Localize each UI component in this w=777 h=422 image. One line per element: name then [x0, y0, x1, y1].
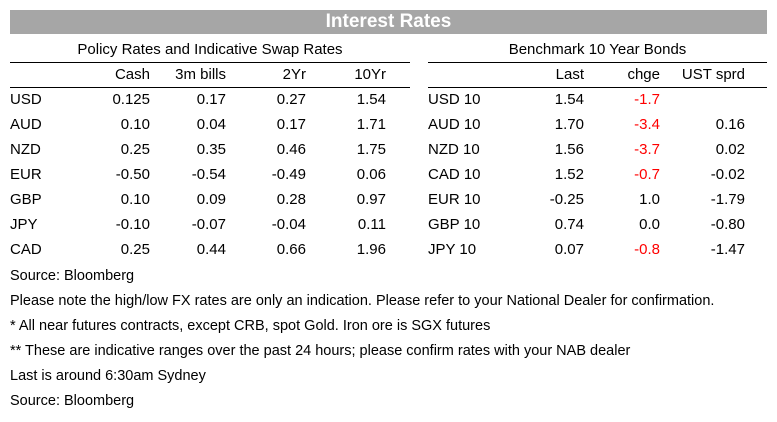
currency-label: USD	[10, 91, 42, 108]
rate-cell: 0.10	[120, 116, 150, 133]
bond-sprd-cell: 0.16	[715, 116, 745, 133]
page-title: Interest Rates	[10, 10, 767, 34]
bond-sprd-cell	[665, 90, 745, 110]
bond-last-cell: 1.70	[554, 116, 584, 133]
bond-label: USD 10	[428, 91, 481, 108]
bond-chge-cell: 1.0	[639, 191, 660, 208]
bond-label: EUR 10	[428, 191, 481, 208]
bond-last-cell: 1.52	[554, 166, 584, 183]
rate-cell: 0.17	[196, 91, 226, 108]
rate-cell: -0.07	[191, 216, 226, 233]
footnote-line: ** These are indicative ranges over the …	[10, 343, 631, 359]
bond-last-cell: 0.74	[554, 216, 584, 233]
bond-column-header: chge	[627, 66, 660, 83]
footnote-line: Please note the high/low FX rates are on…	[10, 293, 715, 309]
footnote-line: Source: Bloomberg	[10, 393, 135, 409]
rate-cell: 0.125	[112, 91, 150, 108]
bond-sprd-cell: -0.02	[710, 166, 745, 183]
rate-cell: 0.06	[356, 166, 386, 183]
currency-label: CAD	[10, 241, 42, 258]
bond-chge-cell: -1.7	[634, 91, 660, 108]
bond-chge-cell: 0.0	[639, 216, 660, 233]
bond-label: GBP 10	[428, 216, 481, 233]
rate-cell: 0.17	[276, 116, 306, 133]
rate-cell: -0.10	[115, 216, 150, 233]
currency-label: EUR	[10, 166, 42, 183]
bond-chge-cell: -0.8	[634, 241, 660, 258]
currency-label: AUD	[10, 116, 42, 133]
rate-cell: 0.25	[120, 241, 150, 258]
policy-column-header: 2Yr	[282, 66, 306, 83]
rate-cell: 0.11	[357, 216, 386, 233]
bond-chge-cell: -3.4	[634, 116, 660, 133]
rate-cell: 1.54	[356, 91, 386, 108]
rate-cell: 0.04	[196, 116, 226, 133]
bond-rates-heading: Benchmark 10 Year Bonds	[508, 41, 687, 58]
currency-label: GBP	[10, 191, 42, 208]
rate-cell: 0.44	[196, 241, 226, 258]
rate-cell: -0.50	[115, 166, 150, 183]
bond-heading-divider	[428, 62, 767, 63]
rate-cell: 0.09	[196, 191, 226, 208]
rate-cell: 0.66	[276, 241, 306, 258]
rate-cell: -0.49	[271, 166, 306, 183]
rate-cell: -0.54	[191, 166, 226, 183]
currency-label: NZD	[10, 141, 41, 158]
policy-column-header: 10Yr	[354, 66, 386, 83]
currency-label: JPY	[10, 216, 38, 233]
rate-cell: 1.75	[356, 141, 386, 158]
footnote-line: * All near futures contracts, except CRB…	[10, 318, 491, 334]
footnote-line: Last is around 6:30am Sydney	[10, 368, 206, 384]
policy-column-divider	[10, 87, 410, 88]
bond-last-cell: 0.07	[554, 241, 584, 258]
rate-cell: 0.46	[276, 141, 306, 158]
rate-cell: 0.35	[196, 141, 226, 158]
rate-cell: 1.96	[356, 241, 386, 258]
rate-cell: 0.10	[120, 191, 150, 208]
bond-sprd-cell: 0.02	[715, 141, 745, 158]
bond-label: NZD 10	[428, 141, 480, 158]
rate-cell: 0.27	[276, 91, 306, 108]
bond-last-cell: -0.25	[549, 191, 584, 208]
policy-column-header: Cash	[114, 66, 150, 83]
policy-heading-divider	[10, 62, 410, 63]
bond-label: AUD 10	[428, 116, 481, 133]
rate-cell: 0.28	[276, 191, 306, 208]
rate-cell: 0.97	[356, 191, 386, 208]
bond-sprd-cell: -1.47	[710, 241, 745, 258]
bond-label: CAD 10	[428, 166, 481, 183]
rate-cell: 0.25	[120, 141, 150, 158]
bond-column-header: UST sprd	[681, 66, 745, 83]
policy-column-header: 3m bills	[175, 66, 226, 83]
bond-last-cell: 1.56	[554, 141, 584, 158]
footnote-line: Source: Bloomberg	[10, 268, 135, 284]
policy-rates-heading: Policy Rates and Indicative Swap Rates	[77, 41, 343, 58]
bond-column-header: Last	[555, 66, 584, 83]
bond-chge-cell: -0.7	[634, 166, 660, 183]
bond-sprd-cell: -1.79	[710, 191, 745, 208]
bond-sprd-cell: -0.80	[710, 216, 745, 233]
bond-last-cell: 1.54	[554, 91, 584, 108]
bond-column-divider	[428, 87, 767, 88]
bond-chge-cell: -3.7	[634, 141, 660, 158]
rate-cell: -0.04	[271, 216, 306, 233]
bond-label: JPY 10	[428, 241, 477, 258]
rate-cell: 1.71	[356, 116, 386, 133]
